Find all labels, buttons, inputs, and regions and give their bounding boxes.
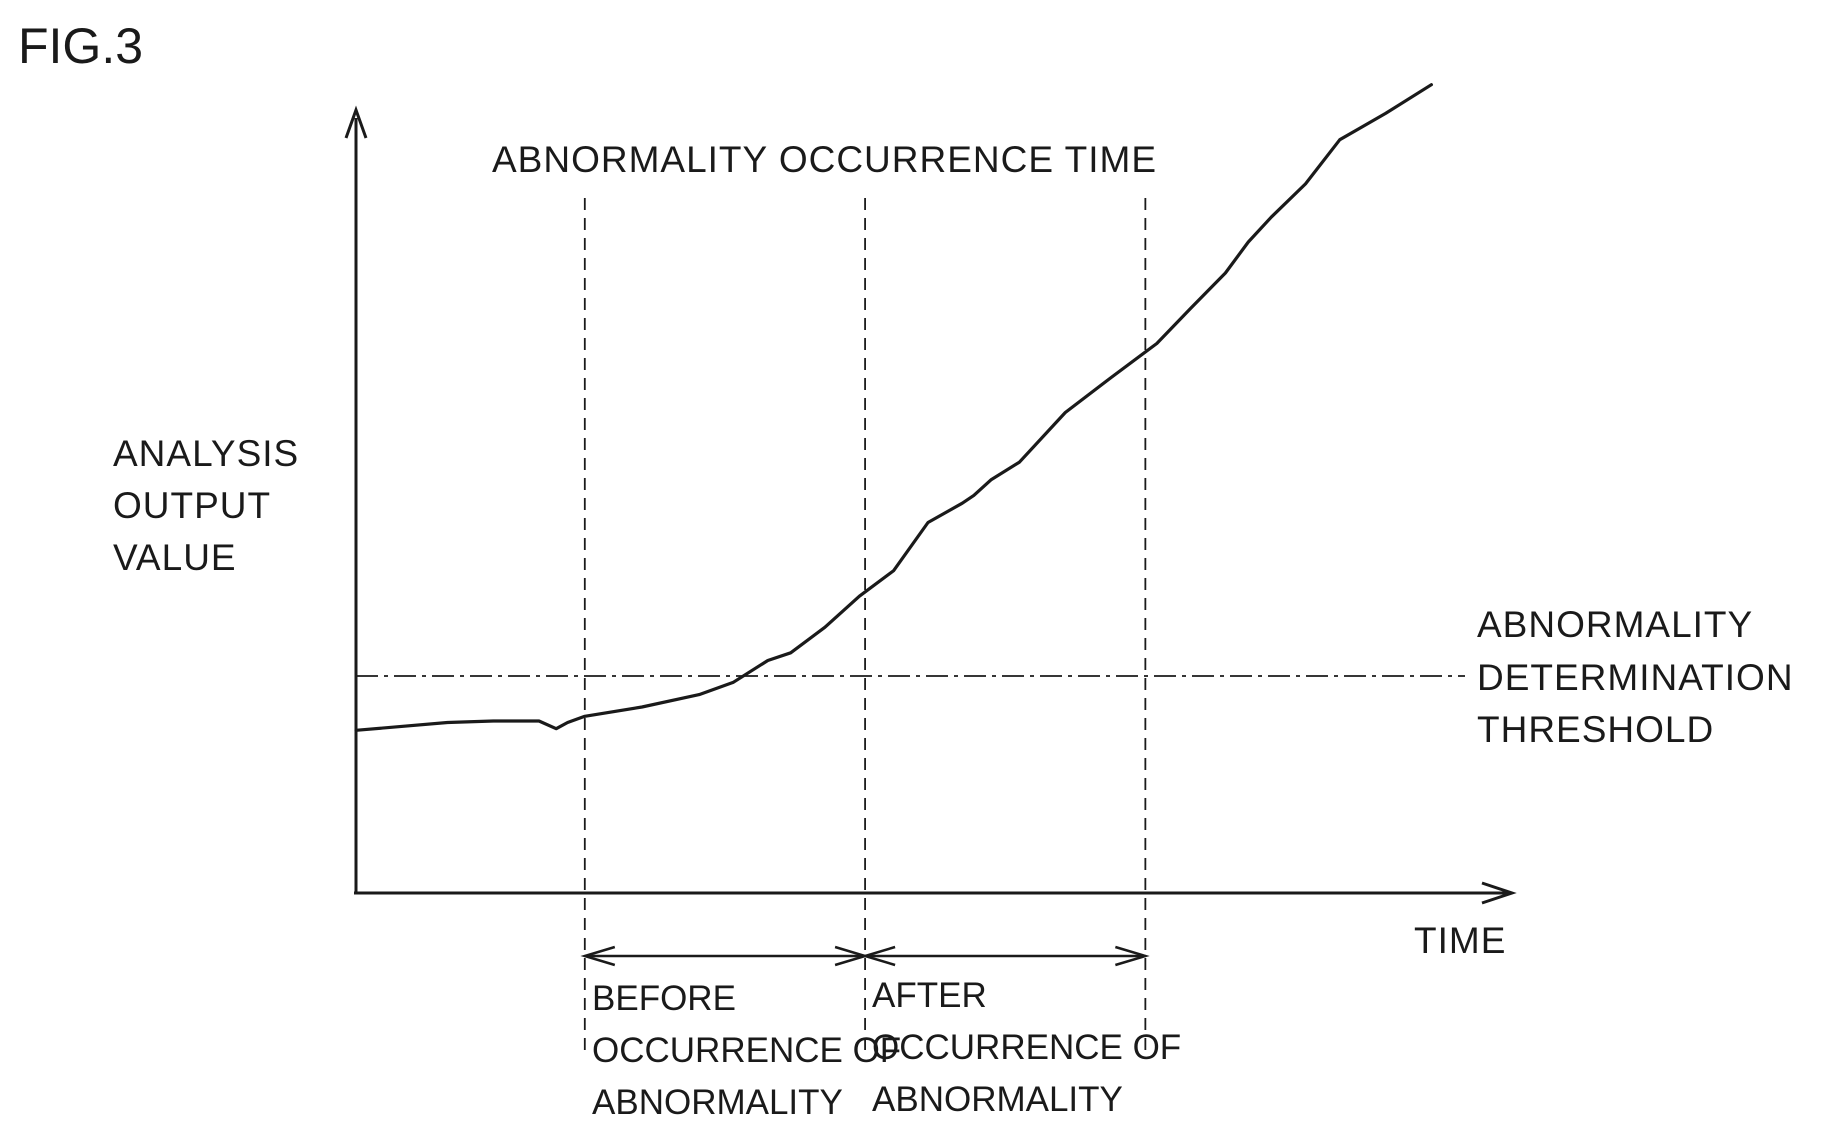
y-axis-label-line-1: ANALYSIS — [113, 433, 299, 474]
y-axis-label-line-3: VALUE — [113, 537, 237, 578]
figure-label: FIG.3 — [18, 18, 143, 74]
before-interval-label-line-1: BEFORE — [592, 979, 736, 1018]
x-axis-label: TIME — [1414, 920, 1506, 961]
after-interval-label-line-3: ABNORMALITY — [872, 1080, 1123, 1119]
threshold-label-line-3: THRESHOLD — [1477, 709, 1714, 750]
before-interval-label-line-3: ABNORMALITY — [592, 1083, 843, 1122]
threshold-label-line-1: ABNORMALITY — [1477, 604, 1753, 645]
y-axis-arrowhead — [344, 105, 368, 139]
interval-arrow-after-occurrence — [860, 945, 1150, 967]
abnormality-occurrence-time-label: ABNORMALITY OCCURRENCE TIME — [492, 139, 1157, 180]
y-axis-label-line-2: OUTPUT — [113, 485, 271, 526]
threshold-label-line-2: DETERMINATION — [1477, 657, 1794, 698]
interval-arrow-before-occurrence — [580, 945, 870, 967]
analysis-output-series-line — [354, 83, 1433, 732]
before-interval-label-line-2: OCCURRENCE OF — [592, 1031, 901, 1070]
after-interval-label-line-2: OCCURRENCE OF — [872, 1028, 1181, 1067]
after-interval-label-line-1: AFTER — [872, 976, 987, 1015]
x-axis-arrowhead — [1481, 881, 1517, 905]
